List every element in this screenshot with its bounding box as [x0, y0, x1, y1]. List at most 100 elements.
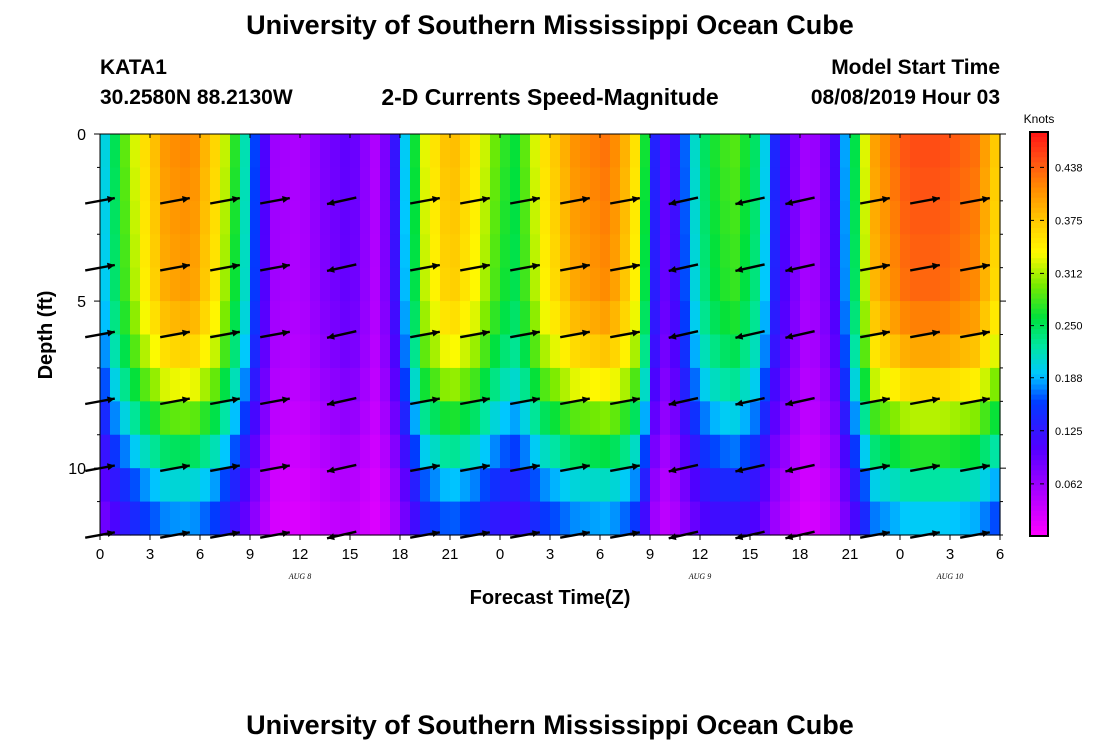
heatmap-cell: [990, 200, 1001, 235]
heatmap-cell: [840, 468, 851, 503]
heatmap-cell: [390, 200, 401, 235]
heatmap-cell: [500, 334, 511, 369]
heatmap-cell: [710, 200, 721, 235]
date-label: AUG 9: [688, 572, 711, 581]
colorbar-swatch: [1030, 318, 1048, 325]
heatmap-cell: [380, 468, 391, 503]
heatmap-cell: [980, 367, 991, 402]
main-title: University of Southern Mississippi Ocean…: [246, 10, 854, 40]
heatmap-cell: [280, 234, 291, 269]
heatmap-cell: [460, 367, 471, 402]
heatmap-cell: [840, 134, 851, 169]
arrow-head: [327, 199, 335, 206]
heatmap-cell: [120, 167, 131, 202]
heatmap-cell: [560, 267, 571, 302]
heatmap-cell: [830, 468, 841, 503]
heatmap-cell: [220, 267, 231, 302]
heatmap-cell: [410, 334, 421, 369]
heatmap-cell: [260, 134, 271, 169]
heatmap-cell: [850, 334, 861, 369]
current-arrow: [959, 262, 991, 272]
heatmap-cell: [360, 401, 371, 436]
heatmap-cell: [270, 267, 281, 302]
heatmap-cell: [430, 167, 441, 202]
heatmap-cell: [240, 301, 251, 336]
colorbar-tick-label: 0.188: [1055, 373, 1083, 385]
heatmap-cell: [320, 367, 331, 402]
colorbar-tick-label: 0.375: [1055, 215, 1083, 227]
heatmap-cell: [250, 501, 261, 536]
heatmap-cell: [920, 267, 931, 302]
heatmap-cell: [470, 367, 481, 402]
heatmap-cell: [310, 501, 321, 536]
arrow-head: [327, 399, 335, 407]
heatmap-cell: [760, 200, 771, 235]
heatmap-cell: [280, 334, 291, 369]
heatmap-cell: [270, 468, 281, 503]
heatmap-cell: [980, 334, 991, 369]
heatmap-cell: [340, 334, 351, 369]
colorbar-tick-label: 0.250: [1055, 321, 1083, 333]
heatmap-cell: [680, 401, 691, 436]
heatmap-cell: [440, 200, 451, 235]
heatmap-cell: [190, 468, 201, 503]
current-arrow: [909, 329, 941, 339]
heatmap-cell: [320, 200, 331, 235]
heatmap-cell: [270, 367, 281, 402]
colorbar-swatch: [1030, 490, 1048, 497]
heatmap-cell: [450, 234, 461, 269]
heatmap-cell: [580, 334, 591, 369]
arrow-head: [107, 463, 115, 471]
heatmap-cell: [640, 301, 651, 336]
heatmap-cell: [110, 167, 121, 202]
arrow-head: [668, 399, 677, 407]
colorbar-swatch: [1030, 515, 1048, 522]
heatmap-cell: [980, 401, 991, 436]
x-tick-label: 9: [246, 546, 254, 563]
heatmap-cell: [990, 267, 1001, 302]
heatmap-cell: [850, 468, 861, 503]
heatmap-cell: [550, 334, 561, 369]
current-arrow: [559, 396, 591, 406]
colorbar-swatch: [1030, 450, 1048, 456]
heatmap-cell: [730, 267, 741, 302]
heatmap-cell: [130, 401, 141, 436]
heatmap-cell: [840, 434, 851, 469]
heatmap-cell: [730, 401, 741, 436]
heatmap-cell: [310, 301, 321, 336]
arrow-head: [432, 262, 440, 270]
arrow-head: [932, 262, 940, 270]
heatmap-cell: [150, 468, 161, 503]
x-tick-label: 6: [196, 546, 204, 563]
heatmap-cell: [140, 367, 151, 402]
heatmap-cell: [750, 134, 761, 169]
heatmap-cell: [260, 167, 271, 202]
heatmap-cell: [860, 134, 871, 169]
current-arrow: [909, 396, 941, 406]
heatmap-cell: [510, 301, 521, 336]
colorbar-swatch: [1030, 243, 1048, 249]
heatmap-cell: [270, 501, 281, 536]
heatmap-cell: [520, 501, 531, 536]
heatmap-cell: [880, 434, 891, 469]
heatmap-cell: [170, 167, 181, 202]
heatmap-cell: [380, 434, 391, 469]
heatmap-cell: [430, 501, 441, 536]
heatmap-cell: [680, 301, 691, 336]
heatmap-cell: [270, 234, 281, 269]
heatmap-cell: [980, 134, 991, 169]
heatmap-cell: [180, 234, 191, 269]
heatmap-cell: [450, 434, 461, 469]
heatmap-cell: [520, 468, 531, 503]
heatmap-cell: [490, 468, 501, 503]
x-axis-title: Forecast Time(Z): [470, 587, 631, 609]
heatmap-cell: [310, 334, 321, 369]
heatmap-cell: [580, 401, 591, 436]
heatmap-cell: [770, 334, 781, 369]
heatmap-cell: [790, 267, 801, 302]
heatmap-cell: [830, 434, 841, 469]
heatmap-cell: [610, 200, 621, 235]
heatmap-cell: [750, 468, 761, 503]
heatmap-cell: [790, 134, 801, 169]
heatmap-cell: [990, 167, 1001, 202]
